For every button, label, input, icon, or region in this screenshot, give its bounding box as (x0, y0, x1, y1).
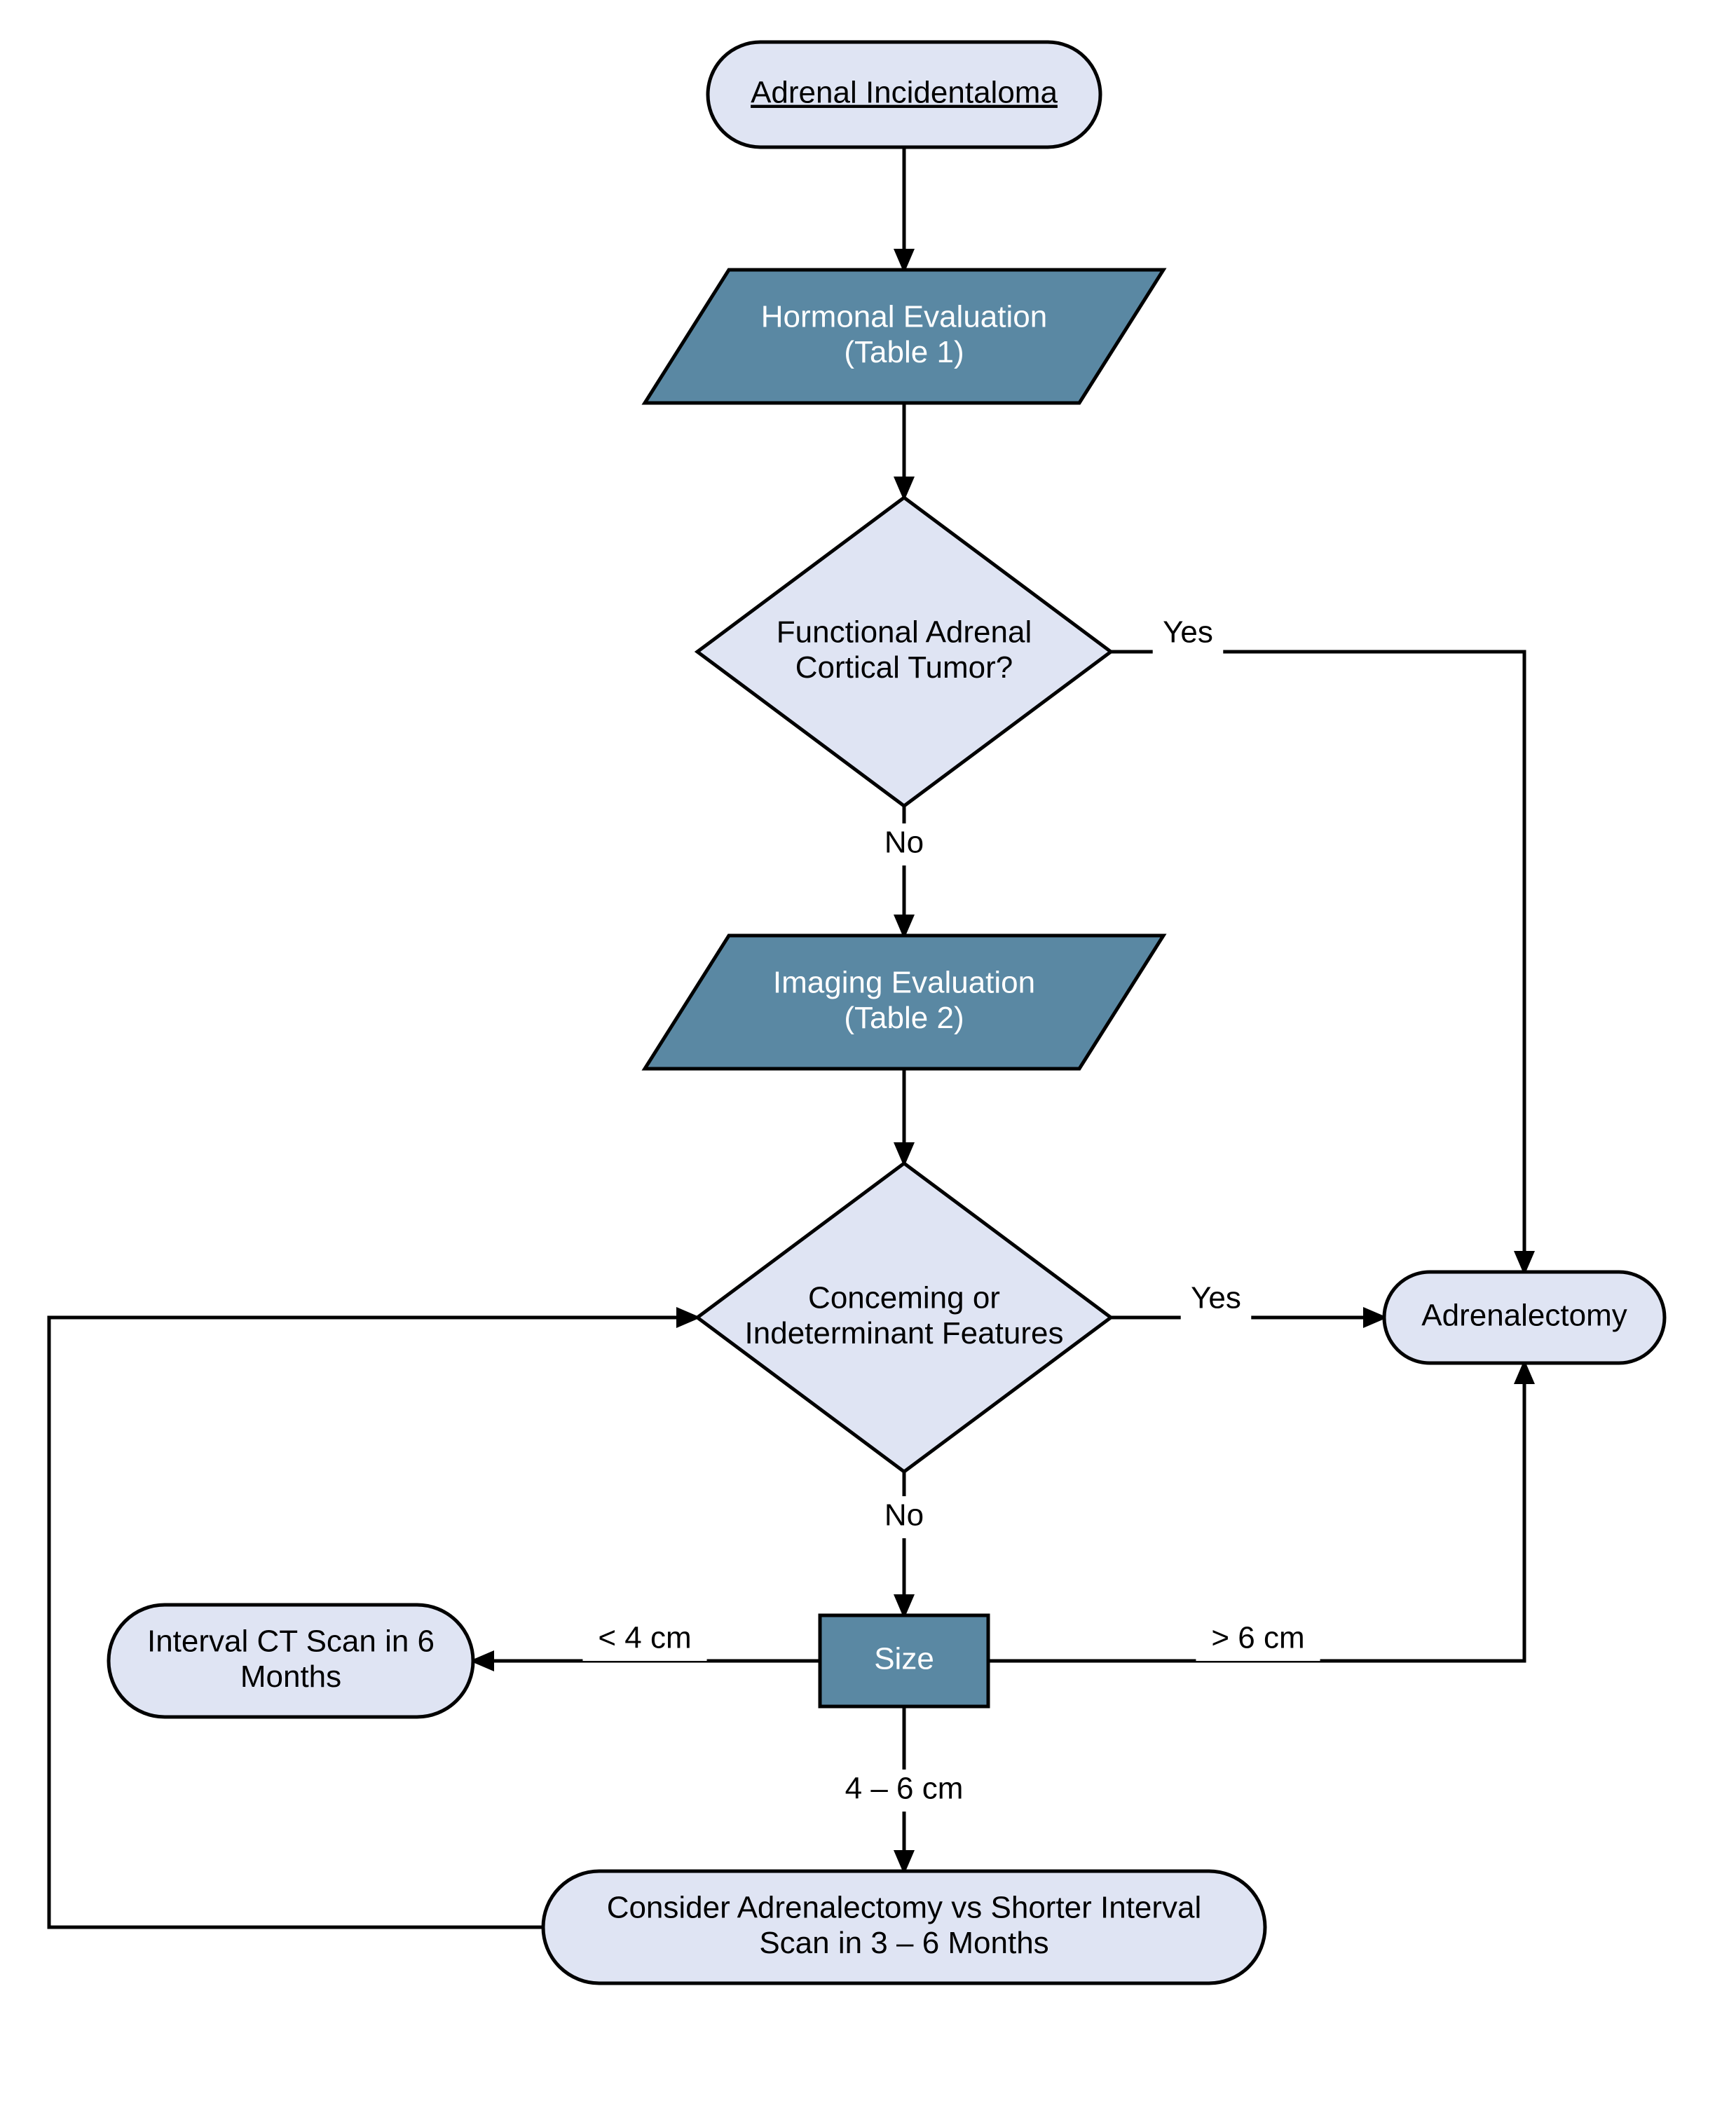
node-size-label: Size (874, 1642, 934, 1676)
edge-e6-label: Yes (1191, 1281, 1241, 1315)
node-imaging-label: (Table 2) (844, 1001, 964, 1035)
node-start-label: Adrenal Incidentaloma (751, 76, 1058, 110)
node-concerning-label: Indeterminant Features (745, 1316, 1064, 1350)
node-size: Size (820, 1615, 988, 1706)
node-functional-label: Cortical Tumor? (795, 650, 1013, 685)
edge-e3-label: No (884, 826, 924, 860)
edge-e9-label: > 6 cm (1211, 1621, 1304, 1655)
node-interval6-label: Interval CT Scan in 6 (147, 1624, 435, 1658)
edge-e8-label: < 4 cm (598, 1621, 691, 1655)
node-adrenalectomy: Adrenalectomy (1384, 1272, 1665, 1363)
node-consider: Consider Adrenalectomy vs Shorter Interv… (543, 1871, 1265, 1983)
node-interval6-label: Months (240, 1659, 341, 1694)
node-interval6: Interval CT Scan in 6Months (109, 1605, 473, 1717)
node-concerning-label: Conceming or (808, 1280, 1000, 1315)
flowchart-container: Adrenal Incidentaloma Hormonal Evaluation… (0, 0, 1736, 2101)
edge-e7-label: No (884, 1498, 924, 1533)
node-hormonal: Hormonal Evaluation(Table 1) (645, 270, 1163, 403)
node-hormonal-label: Hormonal Evaluation (761, 299, 1047, 334)
node-imaging-label: Imaging Evaluation (773, 965, 1035, 999)
node-functional-label: Functional Adrenal (777, 615, 1032, 649)
flowchart-svg: Adrenal Incidentaloma Hormonal Evaluation… (0, 0, 1736, 2101)
node-start: Adrenal Incidentaloma (708, 42, 1100, 147)
edge-e5-label: Yes (1163, 615, 1213, 650)
node-consider-label: Scan in 3 – 6 Months (759, 1926, 1048, 1960)
node-hormonal-label: (Table 1) (844, 335, 964, 369)
edge-e10-label: 4 – 6 cm (845, 1772, 964, 1806)
node-adrenalectomy-label: Adrenalectomy (1421, 1299, 1627, 1333)
node-imaging: Imaging Evaluation(Table 2) (645, 936, 1163, 1069)
node-consider-label: Consider Adrenalectomy vs Shorter Interv… (607, 1890, 1202, 1924)
